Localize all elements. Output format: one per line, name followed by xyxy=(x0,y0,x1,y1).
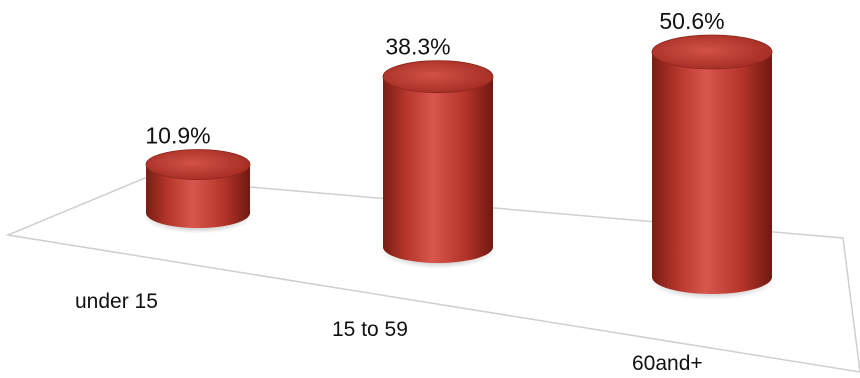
chart-floor xyxy=(5,177,860,373)
value-label: 50.6% xyxy=(659,8,724,34)
bar-top xyxy=(382,60,494,94)
bar-top xyxy=(651,34,773,70)
value-label: 38.3% xyxy=(385,34,450,60)
bar-top xyxy=(145,149,251,180)
bars-layer xyxy=(143,34,775,300)
category-label: 60and+ xyxy=(632,352,703,375)
labels-layer: 10.9% under 15 38.3% 15 to 59 50.6% 60and+ xyxy=(75,8,725,375)
bar-2 xyxy=(380,60,496,269)
value-label: 10.9% xyxy=(145,123,210,149)
category-label: under 15 xyxy=(75,290,158,313)
bar-body xyxy=(146,164,250,228)
bar-3 xyxy=(649,34,775,300)
category-label: 15 to 59 xyxy=(332,318,408,341)
bar-body xyxy=(652,52,772,294)
bar-body xyxy=(383,76,493,264)
bar-1 xyxy=(143,149,253,234)
